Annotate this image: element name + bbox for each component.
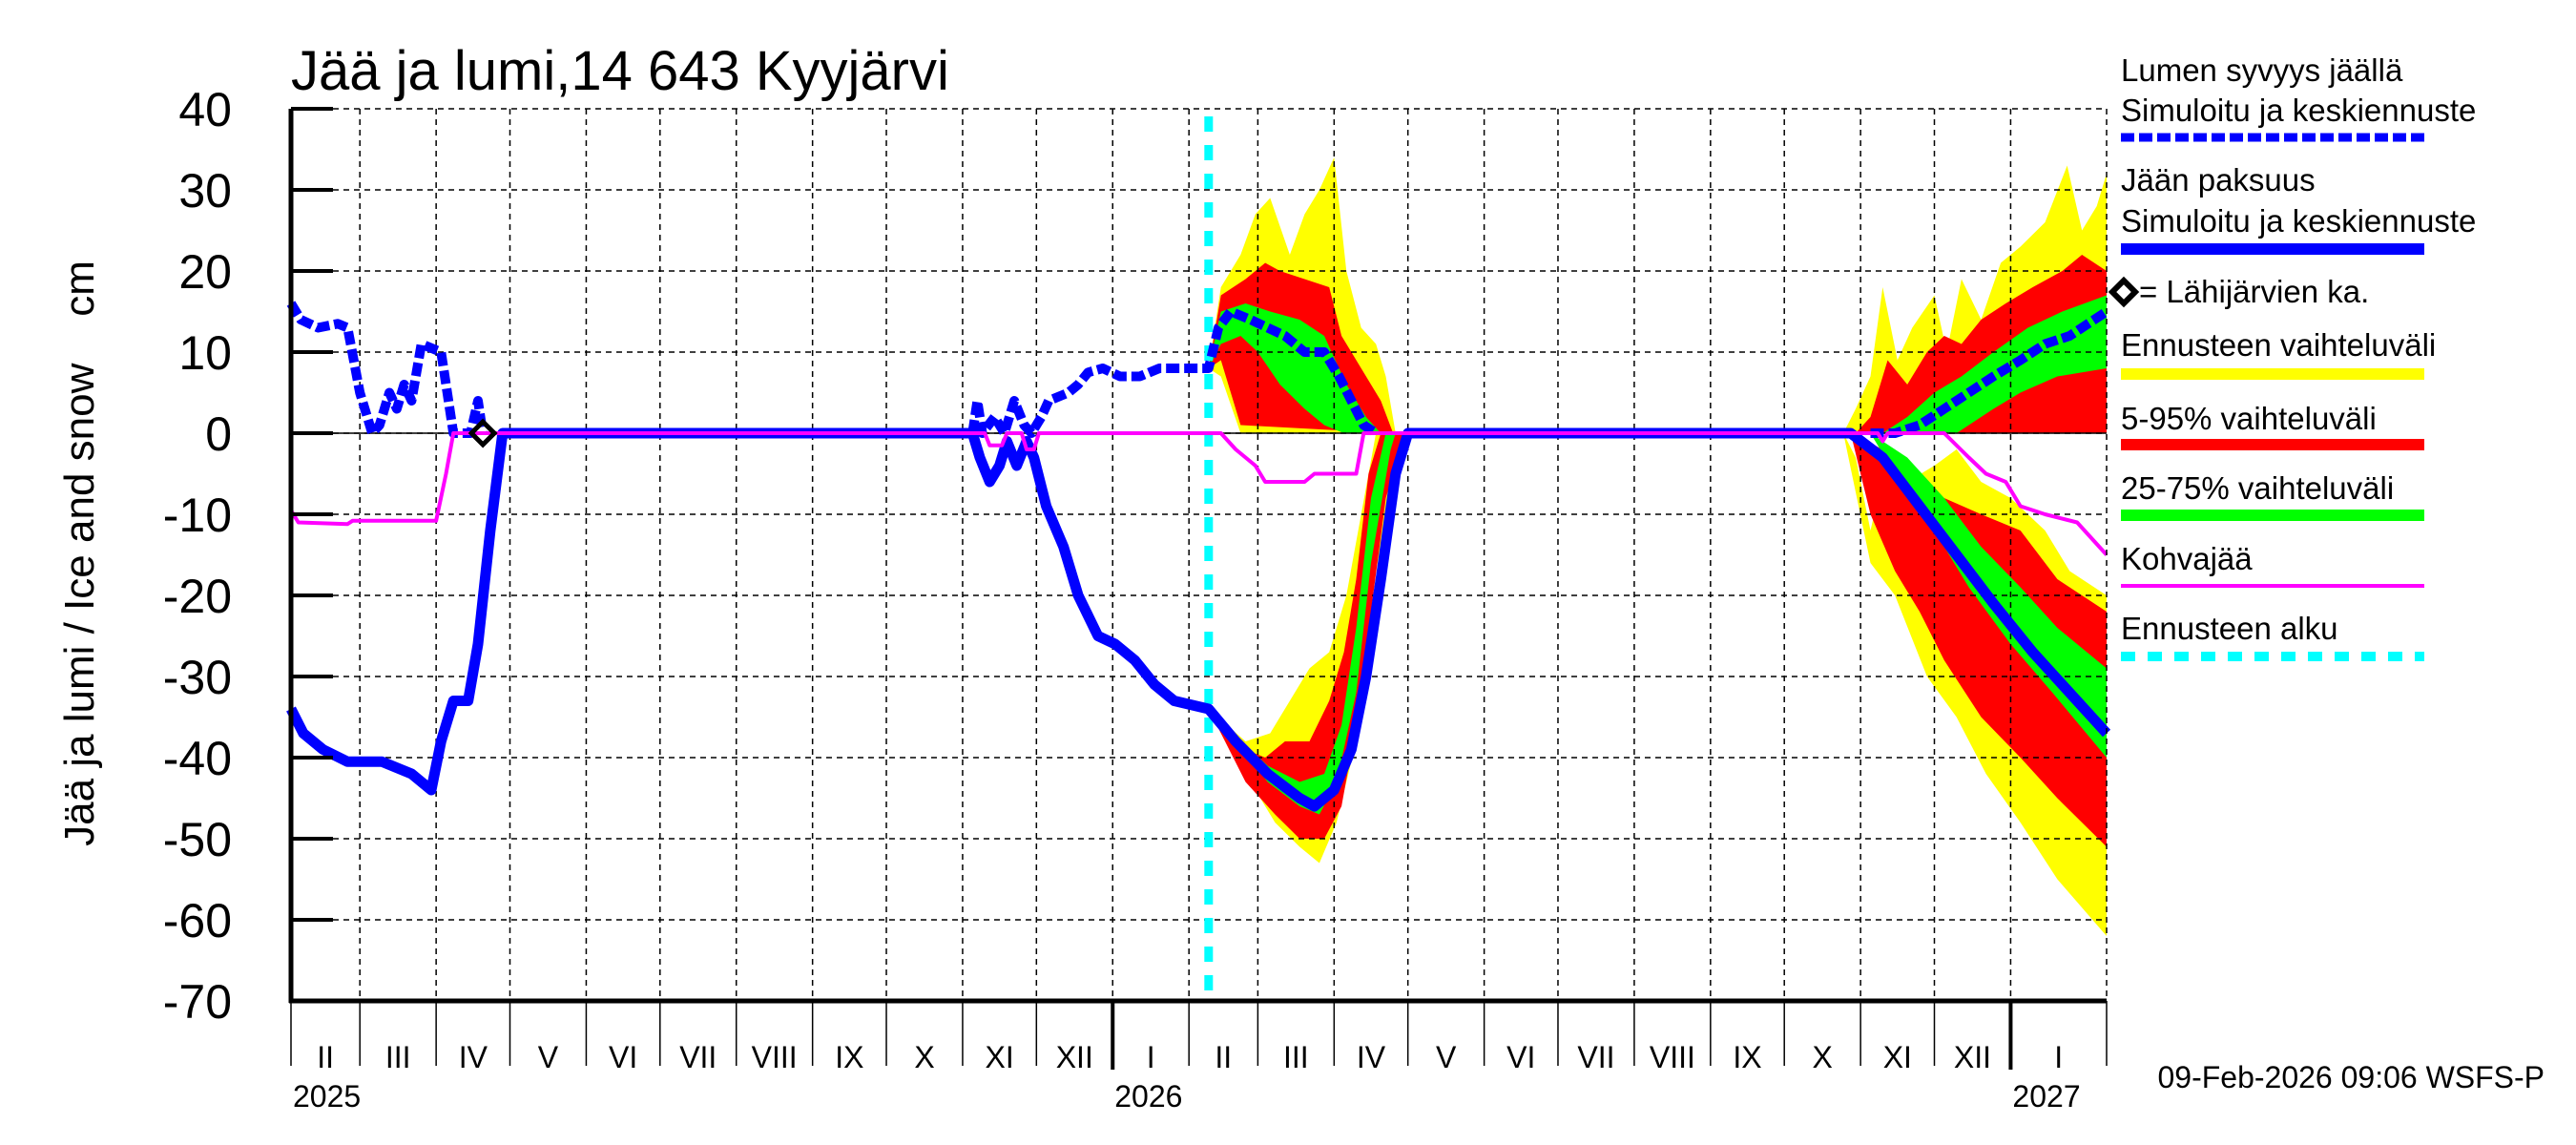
month-tick-label: I (1147, 1040, 1155, 1074)
svg-text:Kohvajää: Kohvajää (2121, 541, 2253, 576)
svg-text:Ennusteen alku: Ennusteen alku (2121, 611, 2338, 646)
y-tick-label: -20 (163, 570, 232, 623)
month-tick-label: VI (609, 1040, 637, 1074)
timestamp: 09-Feb-2026 09:06 WSFS-P (2157, 1060, 2545, 1094)
svg-text:Lumen syvyys jäällä: Lumen syvyys jäällä (2121, 52, 2403, 88)
month-tick-label: III (1283, 1040, 1309, 1074)
year-label: 2027 (2012, 1079, 2080, 1114)
month-tick-label: VIII (1650, 1040, 1695, 1074)
y-tick-label: 0 (205, 407, 232, 461)
forecast-band (1208, 433, 1396, 815)
month-tick-label: XI (1883, 1040, 1912, 1074)
legend: Lumen syvyys jäällä Simuloitu ja keskienn… (2108, 52, 2476, 661)
diamond-marker-icon (467, 418, 498, 448)
month-tick-label: X (914, 1040, 934, 1074)
svg-text:= Lähijärvien ka.: = Lähijärvien ka. (2139, 274, 2369, 309)
month-tick-label: IV (459, 1040, 488, 1074)
y-tick-label: -30 (163, 651, 232, 704)
month-tick-label: III (385, 1040, 411, 1074)
diamond-icon (2108, 276, 2140, 308)
grid-lines (291, 108, 2107, 1001)
month-tick-label: V (1436, 1040, 1457, 1074)
svg-text:25-75% vaihteluväli: 25-75% vaihteluväli (2121, 470, 2394, 506)
y-tick-label: 20 (178, 245, 232, 299)
y-tick-label: -70 (163, 975, 232, 1029)
month-tick-label: IV (1357, 1040, 1386, 1074)
legend-item: Ennusteen alku (2121, 611, 2424, 661)
month-tick-label: II (1215, 1040, 1232, 1074)
data-series (286, 116, 2111, 1001)
svg-text:5-95% vaihteluväli: 5-95% vaihteluväli (2121, 401, 2377, 436)
legend-item: Ennusteen vaihteluväli (2121, 327, 2436, 380)
legend-item: 25-75% vaihteluväli (2121, 470, 2424, 521)
chart-title: Jää ja lumi,14 643 Kyyjärvi (291, 40, 949, 102)
forecast-band (1208, 303, 1381, 433)
month-tick-label: IX (835, 1040, 863, 1074)
legend-item: Jään paksuus Simuloitu ja keskiennuste (2121, 162, 2476, 255)
legend-item: Lumen syvyys jäällä Simuloitu ja keskienn… (2121, 52, 2476, 142)
month-tick-label: VII (679, 1040, 717, 1074)
svg-text:Ennusteen vaihteluväli: Ennusteen vaihteluväli (2121, 327, 2436, 363)
forecast-band (1856, 255, 2107, 433)
svg-text:Simuloitu ja keskiennuste: Simuloitu ja keskiennuste (2121, 93, 2476, 128)
month-tick-label: XII (1056, 1040, 1093, 1074)
series-line (289, 431, 2109, 556)
y-tick-label: -50 (163, 813, 232, 866)
legend-item: = Lähijärvien ka. (2108, 274, 2369, 309)
forecast-bands (1208, 157, 2107, 936)
forecast-band (1850, 433, 2107, 847)
y-tick-label: -40 (163, 732, 232, 785)
month-tick-label: VIII (752, 1040, 798, 1074)
svg-text:Simuloitu ja keskiennuste: Simuloitu ja keskiennuste (2121, 203, 2476, 239)
y-tick-label: 10 (178, 326, 232, 380)
plot-frame (288, 109, 2108, 1004)
month-tick-label: XI (986, 1040, 1014, 1074)
year-label: 2025 (293, 1079, 361, 1114)
month-tick-label: IX (1733, 1040, 1761, 1074)
legend-item: Kohvajää (2121, 541, 2424, 588)
month-tick-label: X (1813, 1040, 1833, 1074)
y-tick-label: -10 (163, 489, 232, 542)
series-line (286, 301, 488, 438)
series-line (967, 306, 1379, 438)
series-line (1870, 307, 2109, 438)
y-axis-label: Jää ja lumi / Ice and snow cm (56, 260, 103, 846)
forecast-band (1882, 295, 2107, 433)
month-tick-label: I (2054, 1040, 2063, 1074)
month-tick-label: XII (1954, 1040, 1991, 1074)
y-tick-label: -60 (163, 894, 232, 947)
y-tick-label: 30 (178, 164, 232, 218)
year-label: 2026 (1114, 1079, 1182, 1114)
legend-item: 5-95% vaihteluväli (2121, 401, 2424, 450)
month-tick-label: V (538, 1040, 559, 1074)
month-tick-label: VII (1577, 1040, 1614, 1074)
series-line (286, 427, 2111, 812)
svg-text:Jään paksuus: Jään paksuus (2121, 162, 2316, 198)
month-tick-label: II (317, 1040, 334, 1074)
month-tick-label: VI (1506, 1040, 1535, 1074)
y-tick-label: 40 (178, 83, 232, 136)
